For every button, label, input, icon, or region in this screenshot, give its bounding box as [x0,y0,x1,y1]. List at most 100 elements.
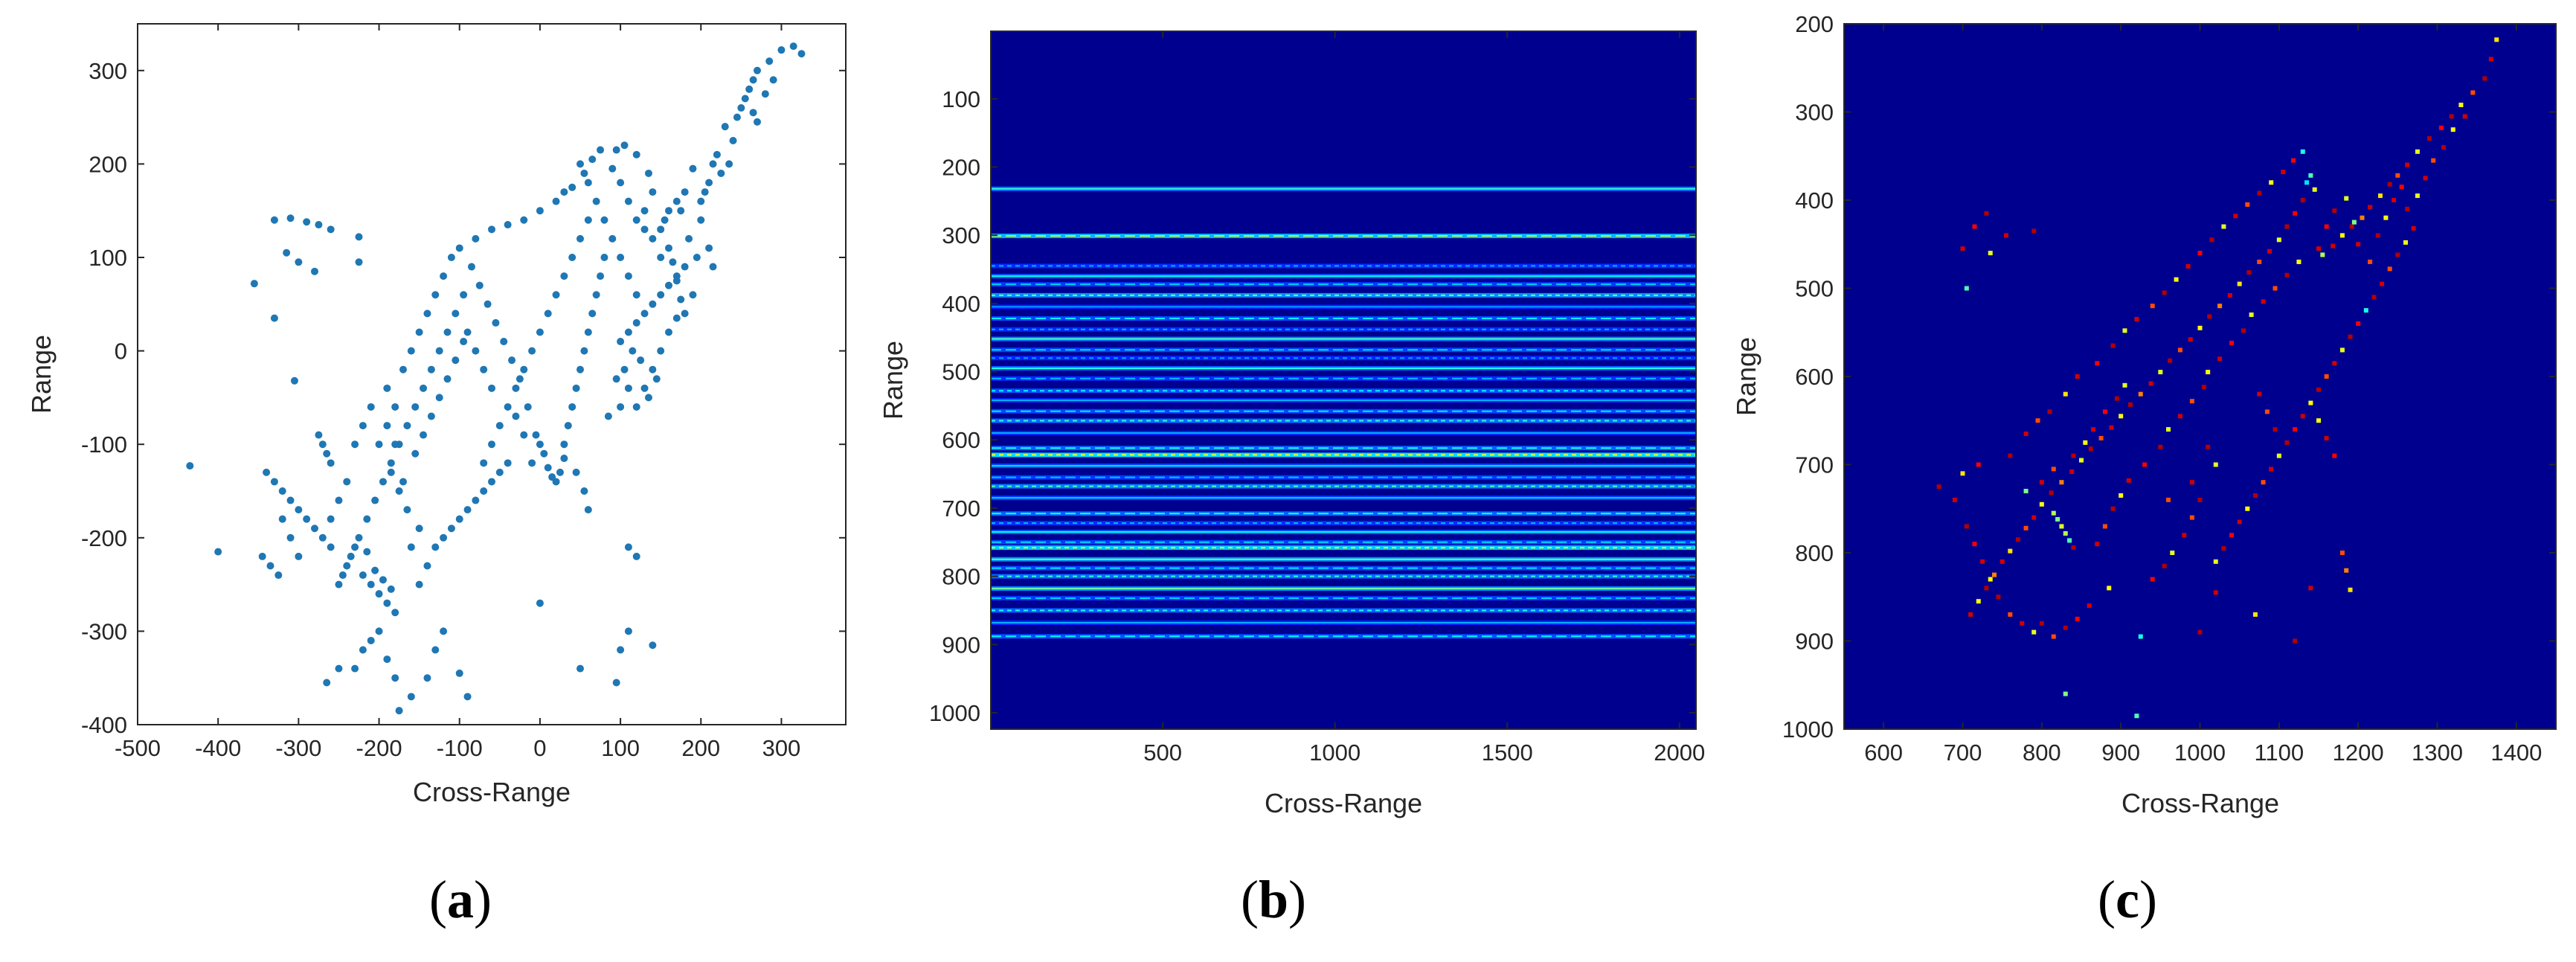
scatter-point [508,356,516,365]
scatter-point [560,440,568,449]
heatmap-pixel [2071,545,2076,550]
heatmap-pixel [1936,484,1941,490]
scatter-point [765,57,774,65]
heatmap-pixel [1988,577,1993,582]
scatter-point [399,365,407,373]
scatter-point [649,365,657,373]
heatmap-pixel [1964,524,1969,529]
scatter-point [363,548,371,556]
scatter-point [375,627,383,635]
scatter-point [612,146,620,154]
scatter-point [754,118,761,126]
scatter-point [693,254,701,261]
scatter-point [359,571,367,580]
scatter-point [665,207,672,215]
scatter-point [383,384,391,392]
scatter-point [335,664,343,673]
scatter-point [512,384,520,392]
heatmap-pixel [2284,272,2290,278]
heatmap-pixel [2441,144,2447,150]
scatter-point [588,310,597,318]
x-tick-label: 1000 [2174,740,2226,766]
scatter-point [318,440,327,449]
heatmap-pixel [2015,537,2020,542]
heatmap-pixel [2150,577,2155,582]
heatmap-pixel [2158,444,2163,449]
heatmap-pixel [1988,251,1993,256]
heatmap-pixel [1976,462,1981,467]
scatter-point [584,216,592,224]
scatter-point [672,197,681,205]
scatter-point [737,104,745,112]
scatter-point [657,347,665,355]
heatmap-pixel [2356,321,2361,326]
y-tick-label: 800 [1795,540,1834,566]
heatmap-pixel [2063,391,2068,397]
scatter-point [536,328,544,336]
scatter-point [355,258,363,266]
heatmap-pixel [2331,243,2336,248]
heatmap-pixel [2494,37,2499,42]
scatter-point [480,487,488,495]
scatter-point [528,347,536,355]
heatmap-pixel [2162,290,2167,295]
scatter-point [440,272,448,280]
scatter-point [697,197,705,205]
heatmap-pixel [2098,435,2104,440]
heatmap-pixel [2293,427,2298,432]
heatmap-pixel [2107,586,2112,591]
heatmap-pixel [2284,224,2290,229]
x-tick-label: 1200 [2333,740,2384,766]
heatmap-pixel [2284,440,2290,445]
heatmap-pixel [2312,187,2317,192]
heatmap-pixel [2083,440,2088,445]
heatmap-pixel [2189,515,2194,520]
heatmap-pixel [2051,634,2056,639]
y-tick-label: 100 [942,86,980,112]
y-tick-label: -400 [81,712,127,738]
x-tick-label: 2000 [1654,740,1705,766]
scatter-point [411,449,420,458]
y-tick-label: -100 [81,432,127,458]
scatter-point [315,221,323,229]
heatmap-pixel [2261,480,2266,485]
heatmap-pixel [2023,525,2029,530]
y-tick-label: 700 [1795,452,1834,478]
scatter-point [640,310,649,318]
x-tick-label: -100 [437,735,483,761]
scatter-point [515,375,524,383]
x-tick-label: 1100 [2254,740,2304,766]
scatter-point [512,412,520,420]
scatter-point [351,664,359,673]
scatter-point [423,674,431,682]
scatter-point [411,403,420,411]
scatter-point [520,365,528,373]
scatter-point [391,674,399,682]
heatmap-pixel [1964,286,1969,291]
scatter-point [270,314,278,322]
scatter-point [270,216,278,224]
scatter-point [455,669,463,677]
heatmap-pixel [2109,425,2114,430]
heatmap-pixel [2308,586,2313,591]
scatter-point [343,478,351,486]
y-tick-label: 500 [942,359,980,385]
scatter-point [263,468,271,476]
heatmap-pixel [2387,266,2392,272]
heatmap-pixel [2252,493,2258,498]
scatter-point [644,169,652,177]
heatmap-pixel [2399,185,2404,190]
scatter-point [443,328,452,336]
heatmap-pixel [2431,158,2436,163]
heatmap-pixel [2213,590,2218,595]
scatter-point [672,277,681,285]
heatmap-pixel [2063,691,2068,696]
scatter-point [472,234,480,243]
heatmap-pixel [2102,524,2107,529]
scatter-point [629,347,637,355]
heatmap-pixel [2209,237,2214,243]
scatter-point [617,403,625,411]
x-tick-label: -200 [356,735,402,761]
scatter-point [681,310,689,318]
heatmap-pixel [1968,612,1973,617]
